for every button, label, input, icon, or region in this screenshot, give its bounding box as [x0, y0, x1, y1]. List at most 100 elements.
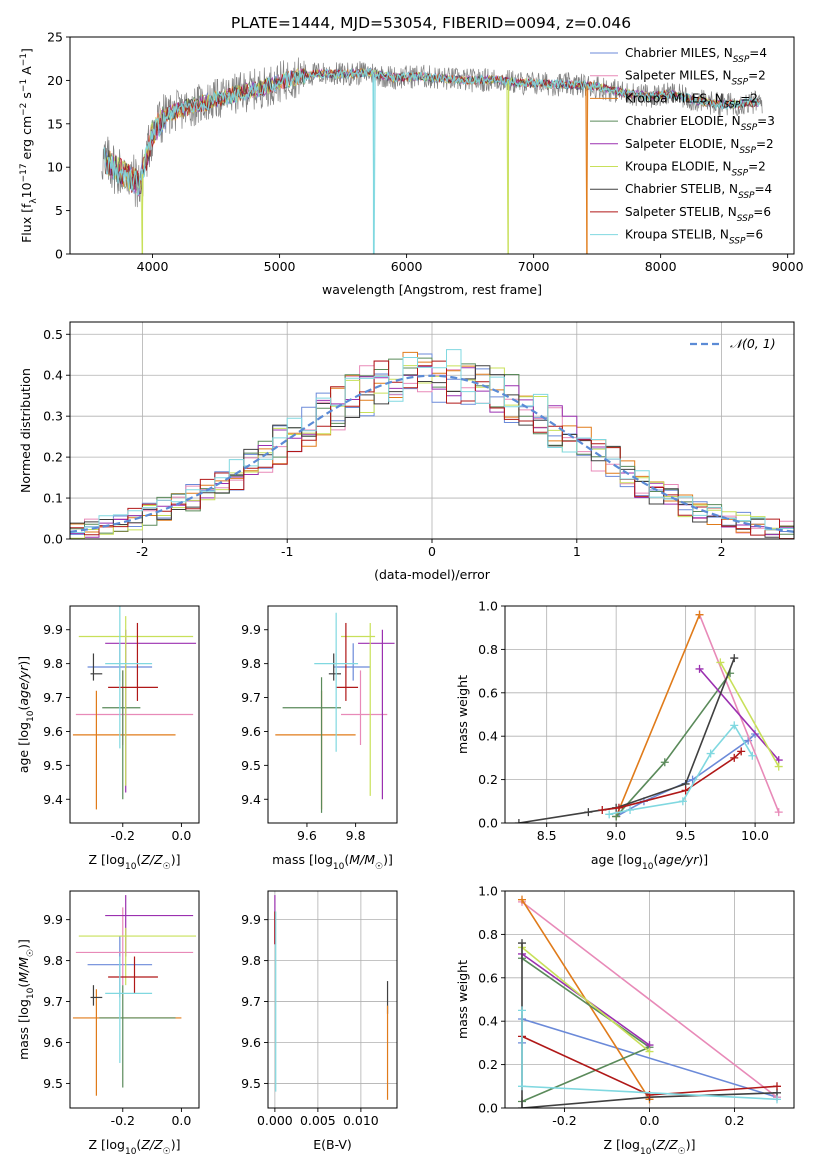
label-part: λ — [29, 198, 39, 204]
axes-frame — [69, 36, 795, 255]
label-part: ( — [16, 983, 31, 988]
weight-point-marker — [518, 939, 526, 948]
weight-point-marker — [518, 895, 526, 904]
normal-curve — [70, 374, 794, 533]
y-tick-label: 0 — [55, 247, 63, 262]
spectrum-panel: 4000 5000 6000 7000 8000 9000 0 5 10 15 20 25 Chabri… — [19, 30, 804, 298]
weight-point-marker — [660, 758, 669, 767]
x-tick-label: 7000 — [518, 259, 550, 274]
y-tick-label: 0.3 — [43, 409, 63, 424]
label-part: age/yr — [658, 852, 699, 867]
axes-frame — [69, 890, 200, 1109]
weight-point-marker — [518, 1104, 526, 1108]
x-tick-label: -2 — [136, 544, 148, 559]
y-tick-label: 5 — [55, 203, 63, 218]
axes-frame — [69, 605, 200, 824]
y-tick-label: 9.9 — [241, 912, 261, 927]
y-tick-label: 0.2 — [43, 450, 63, 465]
y-tick-label: 9.7 — [43, 994, 63, 1009]
legend-entry: Chabrier MILES, NSSP=4 — [625, 46, 767, 65]
label-part: ] — [19, 48, 34, 53]
y-tick-label: 0.4 — [478, 729, 498, 744]
histogram-step — [70, 349, 794, 534]
spectrum-legend: Chabrier MILES, NSSP=4 Salpeter MILES, NS… — [590, 46, 775, 247]
y-axis-label: age [log10(age/yr)] — [16, 656, 36, 773]
label-part: SSP — [724, 100, 741, 110]
label-part: 10 — [125, 862, 137, 872]
label-part: age [log — [591, 852, 642, 867]
y-tick-label: 0.4 — [43, 368, 63, 383]
weight-point-marker — [773, 1082, 781, 1091]
label-part: 10 — [125, 1147, 137, 1157]
y-tick-label: 0.8 — [478, 927, 498, 942]
weight-series-line — [719, 662, 780, 767]
x-axis-label: Z [log10(Z/Z☉)] — [89, 1137, 181, 1157]
y-axis-label: mass [log10(M/M☉)] — [16, 939, 36, 1060]
y-tick-label: 9.5 — [43, 1076, 63, 1091]
label-part: Z/Z — [140, 1137, 163, 1152]
weight-point-marker — [716, 658, 725, 667]
age-weight-panel: 8.5 9.0 9.5 10.0 0.0 0.2 0.4 0.6 0.8 1.0 mass weig… — [455, 599, 795, 872]
weight-lines — [518, 895, 781, 1108]
x-axis-label: Z [log10(Z/Z☉)] — [604, 1137, 696, 1157]
histogram-lines — [70, 349, 794, 539]
y-axis-label: mass weight — [455, 960, 470, 1039]
histogram-step — [70, 360, 794, 539]
label-part: Flux [f — [19, 203, 34, 243]
weight-point-marker — [695, 610, 704, 619]
y-tick-label: 9.8 — [241, 656, 261, 671]
y-tick-label: 9.7 — [241, 690, 261, 705]
y-tick-label: 0.6 — [478, 970, 498, 985]
weight-lines — [514, 610, 783, 823]
label-part: SSP — [732, 78, 749, 88]
y-axis-label: mass weight — [455, 675, 470, 754]
y-tick-label: 1.0 — [478, 599, 498, 614]
x-tick-label: -0.2 — [111, 1113, 135, 1128]
legend-entry: Salpeter ELODIE, NSSP=2 — [625, 137, 774, 156]
label-part: =6 — [753, 205, 771, 219]
weight-point-marker — [518, 1082, 526, 1091]
label-part: Salpeter STELIB, N — [625, 205, 737, 219]
label-part: =2 — [756, 137, 774, 151]
weight-point-marker — [645, 1047, 654, 1056]
weight-point-marker — [612, 812, 621, 821]
label-part: =6 — [745, 228, 763, 242]
label-part: −17 — [19, 163, 29, 182]
x-axis-label: Z [log10(Z/Z☉)] — [89, 852, 181, 872]
weight-point-marker — [748, 751, 757, 760]
label-part: Z [log — [89, 852, 125, 867]
x-tick-label: 0.000 — [257, 1113, 293, 1128]
weight-point-marker — [678, 797, 687, 806]
x-tick-label: 9.8 — [346, 828, 366, 843]
y-tick-label: 9.4 — [241, 792, 261, 807]
y-tick-label: 15 — [47, 116, 63, 131]
label-part: SSP — [733, 55, 750, 65]
label-part: age [log — [16, 722, 31, 773]
histogram-step — [70, 365, 794, 539]
weight-series-line — [521, 901, 778, 1098]
label-part: )] — [171, 852, 181, 867]
label-part: ☉ — [163, 862, 171, 872]
y-tick-label: 0.1 — [43, 491, 63, 506]
y-tick-label: 9.5 — [43, 758, 63, 773]
y-tick-label: 9.8 — [241, 953, 261, 968]
label-part: SSP — [738, 191, 755, 201]
weight-series-line — [609, 724, 753, 816]
spectrum-lines — [101, 57, 763, 254]
weight-point-marker — [730, 753, 739, 762]
label-part: Z [log — [89, 1137, 125, 1152]
y-tick-label: 0.4 — [478, 1014, 498, 1029]
y-tick-label: 0.8 — [478, 642, 498, 657]
weight-point-marker — [774, 762, 783, 771]
x-tick-label: 2 — [718, 544, 726, 559]
ebv-panel: 0.000 0.005 0.010 9.5 9.6 9.7 9.8 9.9 E(B-V) — [241, 890, 398, 1152]
y-tick-label: 0.0 — [478, 1101, 498, 1116]
weight-point-marker — [695, 664, 704, 673]
label-part: 10 — [26, 987, 36, 999]
y-tick-label: 9.6 — [241, 1035, 261, 1050]
legend-entry: Salpeter MILES, NSSP=2 — [625, 69, 766, 88]
x-tick-label: -0.2 — [111, 828, 135, 843]
label-part: 10 — [333, 862, 345, 872]
errorbar-group — [275, 612, 395, 813]
